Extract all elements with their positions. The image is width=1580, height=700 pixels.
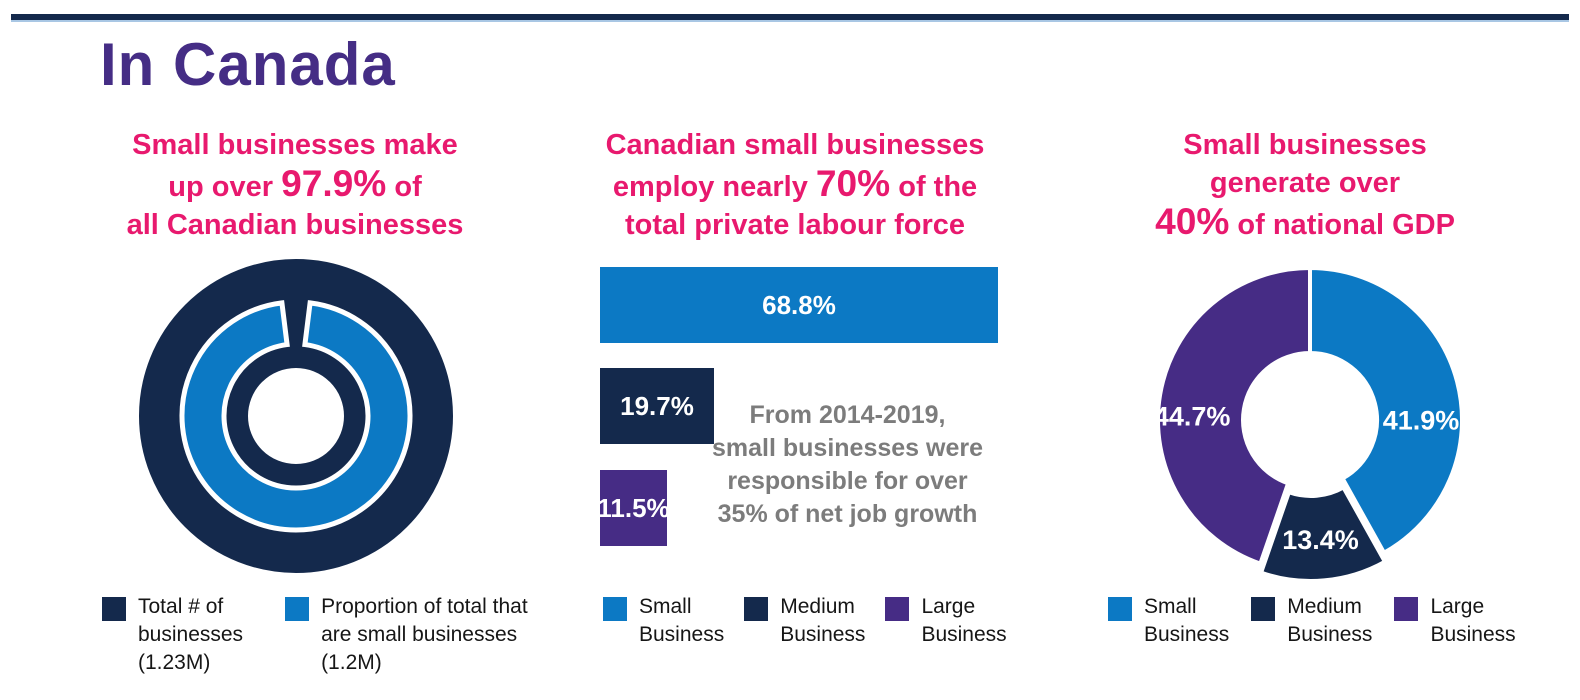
employment-bar-chart: 68.8% 19.7% 11.5% <box>597 267 1030 547</box>
gdp-heading: Small businesses generate over 40% of nati… <box>1100 126 1510 244</box>
makeup-legend: Total # of businesses (1.23M) Proportion of… <box>102 593 528 677</box>
slice-value-label: 13.4% <box>1282 525 1359 555</box>
page-title: In Canada <box>100 31 396 98</box>
employment-heading: Canadian small businesses employ nearly 7… <box>560 126 1030 244</box>
small-businesses-ring <box>179 300 413 533</box>
heading-line: up over 97.9% of <box>168 162 422 204</box>
slice-value-label: 44.7% <box>1154 401 1231 431</box>
heading-line: 40% of national GDP <box>1155 200 1455 242</box>
bar-value-label: 68.8% <box>762 289 836 320</box>
legend-label: Large Business <box>1430 595 1516 646</box>
legend-item: Medium Business <box>744 593 865 649</box>
note-line: small businesses were <box>712 434 983 462</box>
note-line: From 2014-2019, <box>749 401 946 429</box>
job-growth-note: From 2014-2019, small businesses were resp… <box>690 399 1005 531</box>
slice-value-label: 41.9% <box>1383 405 1460 435</box>
makeup-donut-svg <box>139 259 453 573</box>
legend-label: Small Business <box>1144 595 1230 646</box>
note-line: 35% of net job growth <box>717 500 978 528</box>
legend-swatch-blue <box>1108 597 1132 621</box>
legend-swatch-navy <box>1251 597 1276 621</box>
legend-item: Large Business <box>1394 593 1516 649</box>
heading-line: Canadian small businesses <box>605 129 985 161</box>
legend-label: Proportion of total that are small busine… <box>321 595 528 674</box>
note-line: responsible for over <box>727 467 968 495</box>
gdp-legend: Small Business Medium Business Large Business <box>1108 593 1516 649</box>
heading-line: all Canadian businesses <box>126 209 464 241</box>
legend-label: Small Business <box>639 595 725 646</box>
top-rule <box>11 14 1569 22</box>
legend-swatch-purple <box>1394 597 1419 621</box>
makeup-heading: Small businesses make up over 97.9% of all… <box>75 126 515 244</box>
slice-medium-business <box>1258 484 1388 583</box>
legend-swatch-purple <box>885 597 910 621</box>
legend-item: Proportion of total that are small busine… <box>285 593 528 677</box>
emphasized-stat: 70% <box>815 162 891 204</box>
legend-item: Medium Business <box>1251 593 1372 649</box>
slice-small-business <box>1308 265 1464 556</box>
heading-line: generate over <box>1209 167 1401 199</box>
emphasized-stat: 97.9% <box>281 162 387 204</box>
heading-line: Small businesses make <box>132 129 458 161</box>
heading-line: Small businesses <box>1183 129 1427 161</box>
legend-label: Medium Business <box>780 595 866 646</box>
legend-label: Medium Business <box>1287 595 1373 646</box>
legend-label: Total # of businesses (1.23M) <box>138 595 244 674</box>
legend-label: Large Business <box>921 595 1007 646</box>
gdp-donut-svg: 41.9% 13.4% 44.7% <box>1154 265 1464 583</box>
legend-item: Small Business <box>603 593 724 649</box>
legend-item: Small Business <box>1108 593 1229 649</box>
bar-value-label: 11.5% <box>597 492 670 523</box>
legend-swatch-blue <box>285 597 310 621</box>
top-rule-accent <box>11 20 1569 22</box>
legend-swatch-navy <box>744 597 769 621</box>
heading-line: employ nearly 70% of the <box>612 162 978 204</box>
employment-legend: Small Business Medium Business Large Business <box>603 593 1007 649</box>
bar-medium-business: 19.7% <box>600 368 714 444</box>
bar-large-business: 11.5% <box>597 470 670 546</box>
heading-line: total private labour force <box>624 209 965 241</box>
slice-large-business <box>1156 265 1312 567</box>
bar-value-label: 19.7% <box>620 390 694 421</box>
legend-swatch-navy <box>102 597 126 621</box>
emphasized-stat: 40% <box>1155 200 1230 242</box>
bar-small-business: 68.8% <box>600 267 998 343</box>
legend-item: Total # of businesses (1.23M) <box>102 593 243 677</box>
legend-swatch-blue <box>603 597 627 621</box>
legend-item: Large Business <box>885 593 1007 649</box>
